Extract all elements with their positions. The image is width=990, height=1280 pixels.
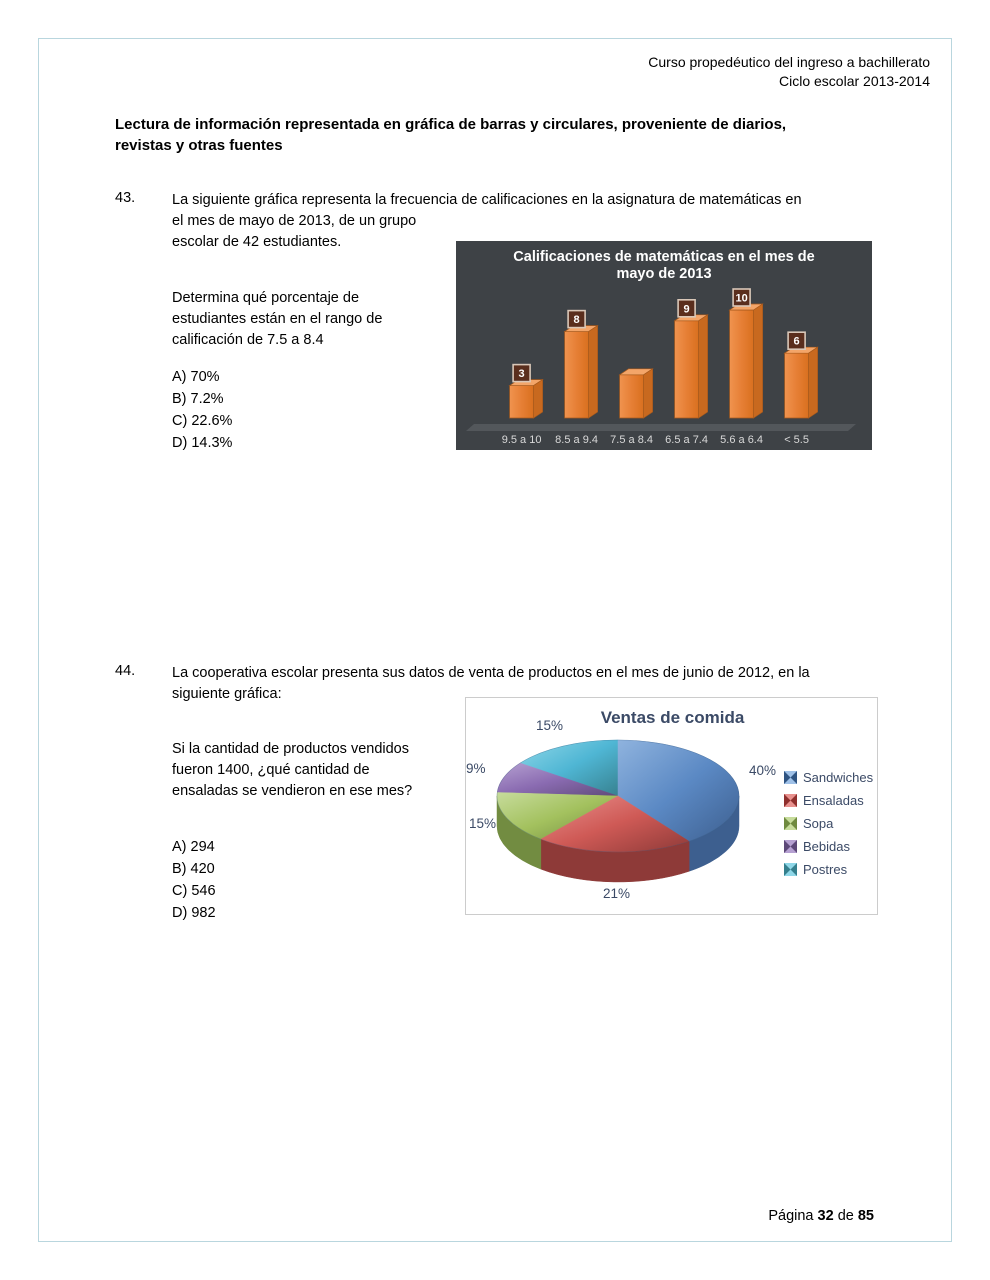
svg-text:< 5.5: < 5.5 xyxy=(784,434,809,446)
svg-text:6: 6 xyxy=(794,336,800,348)
svg-text:3: 3 xyxy=(519,368,525,380)
svg-text:8.5 a 9.4: 8.5 a 9.4 xyxy=(555,434,598,446)
svg-text:Calificaciones de matemáticas: Calificaciones de matemáticas en el mes … xyxy=(513,249,814,265)
svg-text:7.5 a 8.4: 7.5 a 8.4 xyxy=(610,434,653,446)
svg-text:9: 9 xyxy=(684,303,690,315)
svg-text:5.6 a 6.4: 5.6 a 6.4 xyxy=(720,434,763,446)
svg-text:mayo de 2013: mayo de 2013 xyxy=(616,266,711,282)
svg-text:8: 8 xyxy=(574,314,580,326)
svg-text:10: 10 xyxy=(735,293,747,305)
svg-text:9.5 a 10: 9.5 a 10 xyxy=(502,434,542,446)
svg-text:6.5 a 7.4: 6.5 a 7.4 xyxy=(665,434,708,446)
